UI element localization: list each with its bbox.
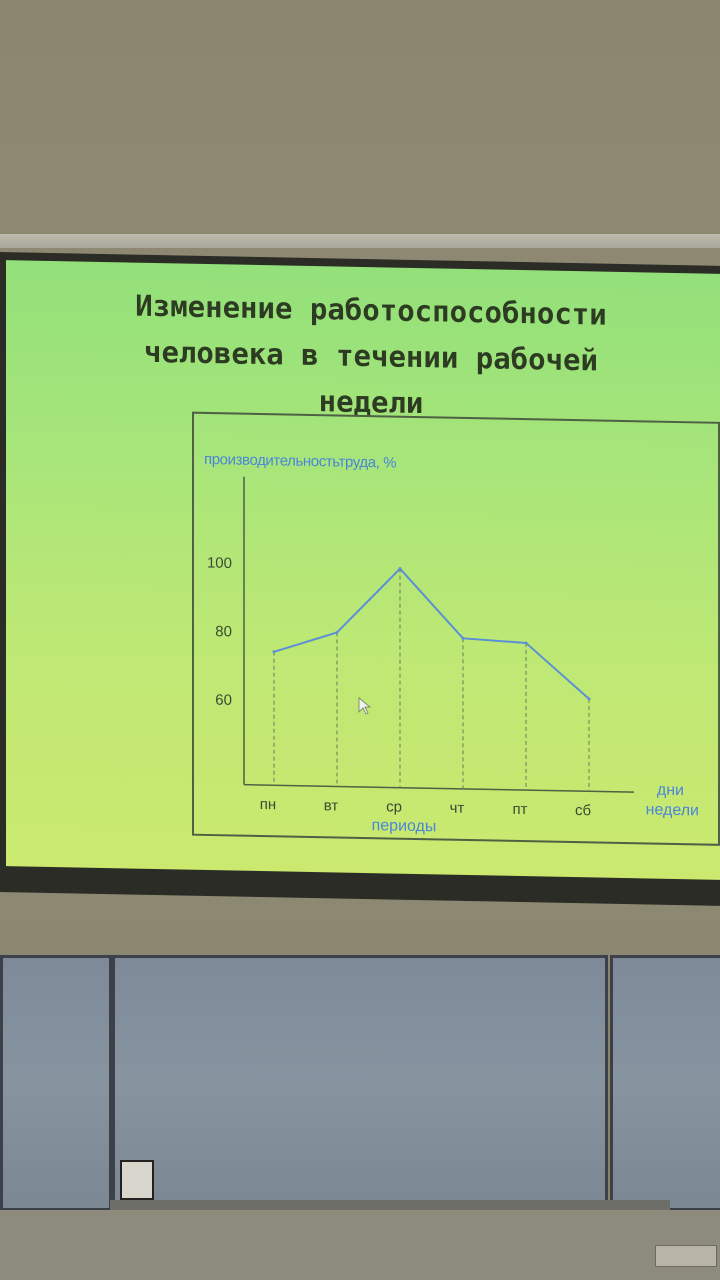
data-point xyxy=(398,567,402,571)
data-point xyxy=(335,630,339,634)
power-outlet xyxy=(655,1245,717,1267)
series-line-segment xyxy=(399,567,464,639)
series-line-segment xyxy=(525,642,590,700)
marker-holder xyxy=(120,1160,154,1200)
y-tick-label: 100 xyxy=(207,555,232,572)
x-tick-label: чт xyxy=(450,800,465,817)
y-axis-label: производительностьтруда, % xyxy=(204,451,396,472)
whiteboard-center-panel xyxy=(112,955,608,1211)
projection-screen: Изменение работоспособности человека в т… xyxy=(0,252,720,906)
whiteboard-right-panel xyxy=(610,955,720,1211)
x-axis-end-label-line: дни xyxy=(657,782,684,800)
marker-tray xyxy=(110,1200,670,1210)
series-line-segment xyxy=(336,567,401,634)
lower-wall xyxy=(0,1210,720,1280)
whiteboard-left-panel xyxy=(0,955,112,1211)
series-line-segment xyxy=(273,631,338,653)
x-tick-label: ср xyxy=(386,798,402,815)
x-axis-label: периоды xyxy=(372,817,437,835)
x-tick-label: вт xyxy=(324,797,339,814)
x-axis xyxy=(244,783,634,793)
data-point xyxy=(524,641,528,645)
series-line-segment xyxy=(462,637,527,644)
x-axis-end-label-line: недели xyxy=(646,801,699,819)
data-point xyxy=(272,650,276,654)
data-point xyxy=(587,697,591,701)
ceiling-trim xyxy=(0,234,720,248)
line-chart: производительностьтруда, % 60 80 100 пн вт ср ч… xyxy=(204,451,699,835)
x-axis-end-label: днинедели xyxy=(646,781,699,819)
data-point xyxy=(461,636,465,640)
x-tick-label: пн xyxy=(260,796,276,813)
slide-title: Изменение работоспособности человека в т… xyxy=(135,288,607,421)
chart-frame: производительностьтруда, % 60 80 100 пн вт ср ч… xyxy=(192,411,720,846)
y-tick-label: 60 xyxy=(215,692,232,709)
x-tick-label: пт xyxy=(513,801,528,818)
x-tick-label: сб xyxy=(575,802,591,819)
y-tick-label: 80 xyxy=(215,623,232,640)
slide: Изменение работоспособности человека в т… xyxy=(6,260,720,880)
mouse-cursor-icon xyxy=(358,697,372,715)
